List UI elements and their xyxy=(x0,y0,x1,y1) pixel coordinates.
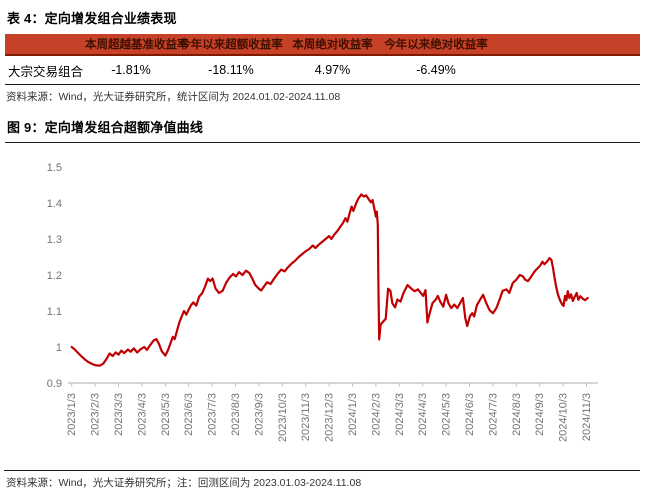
x-axis-tick-label: 2024/11/3 xyxy=(581,393,593,441)
y-axis-tick-label: 1.5 xyxy=(47,162,62,174)
figure-source-note: 资料来源：Wind，光大证券研究所；注：回测区间为 2023.01.03-202… xyxy=(6,477,362,489)
y-axis-tick-label: 1.1 xyxy=(47,306,62,318)
weekly-excess-value: -1.81% xyxy=(111,63,151,77)
table-header-ytd-absolute: 今年以来绝对收益率 xyxy=(384,39,488,51)
x-axis-tick-label: 2023/12/3 xyxy=(324,393,336,442)
y-axis-tick-label: 1.2 xyxy=(47,270,62,282)
x-axis-tick-label: 2024/2/3 xyxy=(370,393,382,436)
x-axis-tick-label: 2023/3/3 xyxy=(113,393,125,436)
x-axis-tick-label: 2024/6/3 xyxy=(464,393,476,436)
table-header-weekly-excess: 本周超越基准收益率 xyxy=(85,39,189,51)
table-header-row: 本周超越基准收益率 今年以来超额收益率 本周绝对收益率 今年以来绝对收益率 xyxy=(5,34,640,56)
x-axis-tick-label: 2024/7/3 xyxy=(487,393,499,436)
table-source-note: 资料来源：Wind，光大证券研究所，统计区间为 2024.01.02-2024.… xyxy=(6,91,341,103)
ytd-absolute-value: -6.49% xyxy=(416,63,456,77)
x-axis-tick-label: 2024/9/3 xyxy=(534,393,546,436)
x-axis-tick-label: 2023/11/3 xyxy=(300,393,312,441)
table-header-ytd-excess: 今年以来超额收益率 xyxy=(179,39,283,51)
x-axis-tick-label: 2023/8/3 xyxy=(230,393,242,436)
x-axis-tick-label: 2024/5/3 xyxy=(441,393,453,436)
chart-area: 0.9 1 1.1 1.2 1.3 1.4 1.5 2023/1/3 2023/2/3 2023/… xyxy=(0,143,645,470)
portfolio-name-cell: 大宗交易组合 xyxy=(8,64,84,79)
x-axis-tick-label: 2023/9/3 xyxy=(253,393,265,436)
y-axis-tick-label: 1.4 xyxy=(47,198,62,210)
table-title: 表 4：定向增发组合业绩表现 xyxy=(7,11,177,26)
weekly-absolute-value: 4.97% xyxy=(314,63,351,77)
x-axis-tick-label: 2024/8/3 xyxy=(511,393,523,436)
ytd-excess-value: -18.11% xyxy=(208,63,254,77)
x-axis-tick-label: 2024/10/3 xyxy=(558,393,570,442)
x-axis-tick-label: 2023/5/3 xyxy=(160,393,172,436)
x-axis-tick-label: 2023/6/3 xyxy=(183,393,195,436)
y-axis-tick-label: 0.9 xyxy=(47,378,62,390)
performance-table: 本周超越基准收益率 今年以来超额收益率 本周绝对收益率 今年以来绝对收益率 大宗… xyxy=(5,34,640,85)
x-axis-tick-label: 2024/3/3 xyxy=(394,393,406,436)
table-row: 大宗交易组合 -1.81% -18.11% 4.97% -6.49% xyxy=(5,56,640,85)
x-axis-tick-label: 2024/1/3 xyxy=(347,393,359,436)
excess-nav-line-chart: 0.9 1 1.1 1.2 1.3 1.4 1.5 2023/1/3 2023/2/3 2023/… xyxy=(47,162,598,442)
figure-bottom-rule xyxy=(4,470,640,471)
y-axis-tick-label: 1 xyxy=(56,342,62,354)
x-axis-tick-label: 2024/4/3 xyxy=(417,393,429,436)
y-axis-tick-label: 1.3 xyxy=(47,234,62,246)
x-axis-tick-label: 2023/7/3 xyxy=(207,393,219,436)
x-axis-tick-label: 2023/2/3 xyxy=(90,393,102,436)
figure-title: 图 9：定向增发组合超额净值曲线 xyxy=(5,117,640,143)
x-axis-tick-label: 2023/4/3 xyxy=(136,393,148,436)
x-axis-tick-label: 2023/1/3 xyxy=(66,393,78,436)
excess-nav-series-line xyxy=(70,193,589,367)
x-axis-tick-label: 2023/10/3 xyxy=(277,393,289,442)
table-header-weekly-absolute: 本周绝对收益率 xyxy=(292,39,373,51)
